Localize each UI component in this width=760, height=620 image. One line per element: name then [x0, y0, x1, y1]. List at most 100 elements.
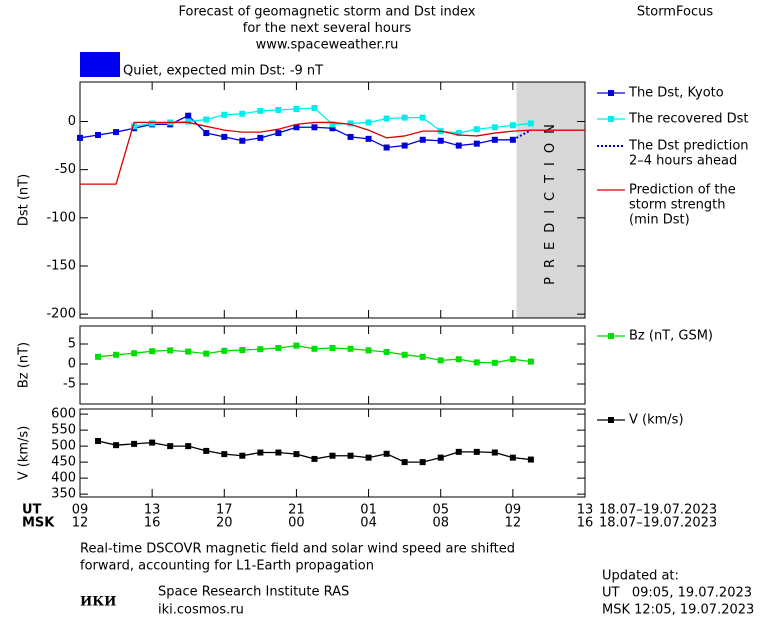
x-tick-label: 21 [288, 503, 305, 518]
updated: UT 09:05, 19.07.2023 [602, 586, 752, 601]
data-point [437, 137, 444, 144]
data-point [437, 454, 444, 461]
y-tick-label: 5 [68, 337, 76, 352]
data-point [365, 347, 372, 354]
data-point [95, 131, 102, 138]
legend-marker [608, 333, 614, 339]
data-point [203, 350, 210, 357]
data-point [77, 134, 83, 141]
y-tick-label: 400 [51, 471, 76, 486]
series-line [512, 129, 532, 141]
x-tick-label: 17 [216, 503, 233, 518]
caption: Real-time DSCOVR magnetic field and sola… [80, 542, 515, 557]
data-point [491, 359, 498, 366]
data-point [365, 135, 372, 142]
data-point [509, 356, 516, 363]
data-point [491, 124, 498, 131]
x-tick-label: 13 [144, 503, 161, 518]
data-point [113, 129, 120, 136]
data-point [293, 105, 300, 112]
legend-label: storm strength [629, 198, 726, 213]
data-point [257, 107, 264, 114]
data-point [473, 126, 480, 133]
legend-label: Bz (nT, GSM) [629, 329, 713, 344]
data-point [473, 140, 480, 147]
x-tick-label: 01 [360, 503, 377, 518]
data-point [401, 114, 408, 121]
data-point [401, 351, 408, 358]
data-point [527, 456, 534, 463]
brand: StormFocus [637, 5, 713, 20]
data-point [365, 119, 372, 126]
site: iki.cosmos.ru [158, 603, 244, 618]
prediction-band [516, 82, 585, 318]
data-point [149, 348, 156, 355]
data-point [401, 459, 408, 466]
x-axis-label: MSK [22, 516, 55, 531]
data-point [329, 452, 336, 459]
data-point [455, 142, 462, 149]
data-point [95, 438, 102, 444]
data-point [221, 347, 228, 354]
y-tick-label: 0 [68, 114, 76, 129]
title: www.spaceweather.ru [256, 38, 399, 53]
y-tick-label: 350 [51, 487, 76, 502]
logo: ИКИ [80, 595, 116, 610]
x-tick-label: 20 [216, 516, 233, 531]
data-point [149, 120, 156, 127]
date-range: 18.07–19.07.2023 [599, 516, 717, 531]
data-point [437, 357, 444, 364]
data-point [131, 123, 138, 130]
data-point [275, 130, 282, 137]
data-point [365, 454, 372, 461]
data-point [455, 448, 462, 455]
data-point [419, 459, 426, 466]
data-point [347, 452, 354, 459]
legend-label: Prediction of the [629, 183, 736, 198]
y-axis-label: Dst (nT) [17, 174, 32, 226]
data-point [347, 345, 354, 352]
data-point [131, 350, 138, 357]
data-point [95, 353, 102, 360]
data-point [311, 455, 318, 462]
y-tick-label: -200 [46, 307, 76, 322]
legend-label: 2–4 hours ahead [629, 154, 737, 169]
data-point [347, 133, 354, 140]
y-tick-label: 450 [51, 455, 76, 470]
data-point [221, 133, 228, 140]
data-point [239, 347, 246, 353]
data-point [527, 358, 534, 365]
plot-frame [79, 81, 586, 319]
data-point [293, 342, 300, 349]
x-tick-label: 13 [577, 503, 594, 518]
data-point [473, 448, 480, 455]
data-point [473, 359, 480, 366]
status: Quiet, expected min Dst: -9 nT [123, 64, 323, 79]
data-point [185, 118, 192, 125]
x-tick-label: 12 [72, 516, 89, 531]
data-point [293, 451, 300, 458]
date-range: 18.07–19.07.2023 [599, 503, 717, 518]
y-tick-label: -50 [55, 162, 76, 177]
x-tick-label: 09 [72, 503, 89, 518]
data-point [347, 120, 354, 127]
y-axis-label: V (km/s) [17, 426, 32, 481]
data-point [383, 115, 390, 122]
data-point [491, 449, 498, 456]
legend-label: The Dst, Kyoto [628, 86, 724, 101]
x-tick-label: 12 [505, 516, 522, 531]
title: Forecast of geomagnetic storm and Dst in… [178, 5, 475, 20]
data-point [491, 136, 498, 143]
data-point [383, 144, 390, 151]
data-point [239, 452, 246, 459]
data-point [275, 106, 282, 113]
data-point [239, 137, 246, 144]
y-tick-label: 500 [51, 439, 76, 454]
data-point [113, 351, 120, 358]
data-point [257, 346, 264, 353]
data-point [203, 447, 210, 454]
data-point [311, 345, 318, 352]
data-point [149, 439, 156, 446]
plot-frame [79, 408, 586, 498]
caption: forward, accounting for L1-Earth propaga… [80, 559, 374, 574]
